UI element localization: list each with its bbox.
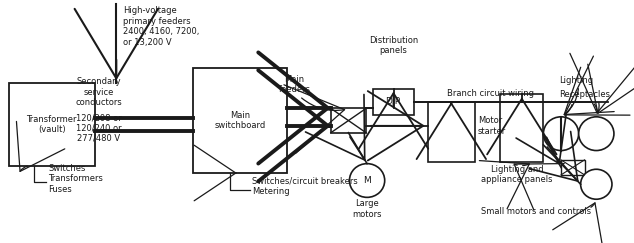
Text: Motor
starter: Motor starter <box>478 116 506 136</box>
Circle shape <box>581 169 612 199</box>
Circle shape <box>349 164 385 197</box>
Text: Distribution
panels: Distribution panels <box>369 36 418 55</box>
Text: D.P.: D.P. <box>385 97 402 106</box>
Bar <box>428 102 475 162</box>
Circle shape <box>543 117 579 150</box>
Text: Large
motors: Large motors <box>353 199 382 219</box>
Text: Transformer
(vault): Transformer (vault) <box>27 115 77 134</box>
Text: Lighting: Lighting <box>559 76 593 85</box>
Bar <box>373 89 414 115</box>
Circle shape <box>579 117 614 150</box>
Text: Lighting and
appliance panels: Lighting and appliance panels <box>481 165 553 184</box>
Text: Main
switchboard: Main switchboard <box>214 111 266 130</box>
Text: Branch circuit wiring: Branch circuit wiring <box>447 89 534 98</box>
Bar <box>193 68 287 173</box>
Text: Switches
Transformers
Fuses: Switches Transformers Fuses <box>48 164 103 193</box>
Text: 120/208 or
120/240 or
277/480 V: 120/208 or 120/240 or 277/480 V <box>76 113 122 143</box>
Text: Small motors and controls: Small motors and controls <box>481 207 591 216</box>
Bar <box>500 94 543 162</box>
Bar <box>561 160 585 175</box>
Text: Switches/circuit breakers
Metering: Switches/circuit breakers Metering <box>252 176 358 196</box>
Text: High-voltage
primary feeders
2400, 4160, 7200,
or 13,200 V: High-voltage primary feeders 2400, 4160,… <box>123 6 200 46</box>
Text: Secondary
service
conductors: Secondary service conductors <box>75 78 122 107</box>
Bar <box>8 83 94 165</box>
Text: Receptacles: Receptacles <box>559 90 610 99</box>
Text: Main
feeders: Main feeders <box>278 75 311 94</box>
Bar <box>331 108 366 133</box>
Text: M: M <box>363 176 371 185</box>
